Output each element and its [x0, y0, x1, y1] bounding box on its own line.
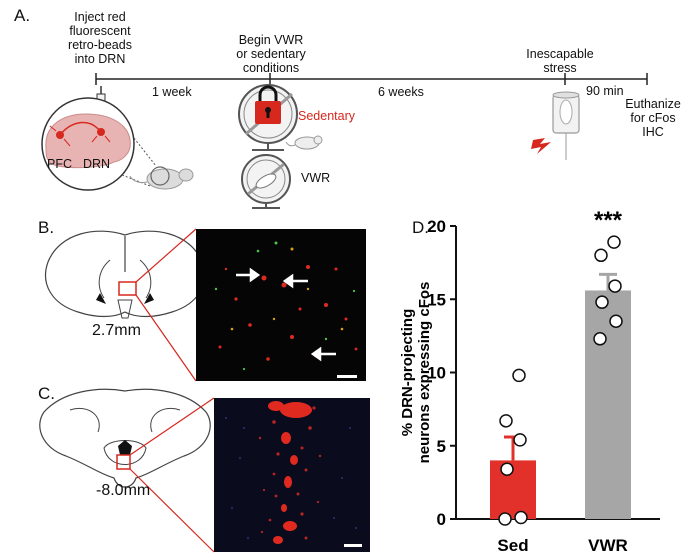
interval-1-week: 1 week: [152, 85, 192, 99]
data-point-sed-2: [500, 462, 514, 476]
inject-line-3: retro-beads: [68, 38, 132, 52]
coordinate-b: 2.7mm: [92, 322, 141, 339]
fluorescence-cells-b: [214, 241, 358, 371]
fluorescence-image-b: [196, 229, 366, 381]
coronal-section-c: [39, 388, 215, 553]
pfc-label: PFC: [47, 157, 72, 171]
y-tick-label-2: 10: [427, 364, 446, 383]
bar-vwr: [585, 290, 631, 519]
panel-d-letter: D.: [412, 218, 429, 237]
locked-wheel-icon: [238, 84, 298, 151]
data-point-sed-1: [514, 510, 528, 525]
y-axis-label: % DRN-projectingneurons expressing cFos: [399, 282, 433, 464]
interval-90-min: 90 min: [586, 84, 624, 98]
panel-a-letter: A.: [14, 6, 31, 25]
shock-icon: [531, 138, 551, 154]
data-point-vwr-5: [607, 235, 621, 249]
y-axis-label-line-2: neurons expressing cFos: [416, 282, 433, 464]
begin-step-text: Begin VWR or sedentary conditions: [216, 33, 326, 75]
bar-chart: % DRN-projectingneurons expressing cFos …: [399, 208, 660, 555]
stress-step-text: Inescapable stress: [510, 47, 610, 75]
fluorescence-image-c: [214, 398, 370, 552]
scale-bar-b: [337, 375, 357, 378]
restraint-tube-icon: [552, 91, 580, 160]
significance-marker: ***: [594, 208, 623, 234]
y-tick-label-0: 0: [437, 510, 446, 529]
data-point-vwr-1: [609, 314, 623, 328]
coordinate-c: -8.0mm: [96, 482, 151, 499]
data-point-vwr-2: [595, 295, 609, 309]
x-tick-label-vwr: VWR: [588, 536, 628, 555]
y-tick-label-1: 5: [437, 437, 446, 456]
y-tick-label-4: 20: [427, 217, 446, 236]
y-axis-label-line-1: % DRN-projecting: [399, 309, 416, 437]
data-point-sed-3: [513, 433, 527, 447]
euthanize-line-2: for cFos: [630, 111, 676, 125]
region-box-b: [118, 281, 137, 296]
coronal-section-b: [44, 228, 206, 382]
mouse-icon: [129, 166, 194, 190]
scale-bar-c: [344, 544, 362, 547]
data-point-vwr-0: [593, 332, 607, 346]
inject-line-2: fluorescent: [69, 24, 131, 38]
brain-sagittal-icon: [41, 97, 157, 191]
panel-b-letter: B.: [38, 218, 55, 237]
stress-line-1: Inescapable: [526, 47, 594, 61]
euthanize-step-text: Euthanize for cFos IHC: [614, 97, 692, 139]
begin-line-1: Begin VWR: [238, 33, 304, 47]
sedentary-mouse-icon: [285, 135, 323, 150]
data-point-sed-5: [512, 368, 526, 383]
running-wheel-icon: [241, 154, 291, 209]
panel-c-letter: C.: [38, 384, 55, 403]
inject-line-1: Inject red: [74, 10, 126, 24]
data-point-sed-4: [499, 414, 513, 428]
euthanize-line-3: IHC: [642, 125, 664, 139]
drn-label: DRN: [83, 157, 111, 171]
vwr-condition-label: VWR: [301, 171, 331, 185]
data-point-sed-0: [498, 512, 512, 526]
interval-6-weeks: 6 weeks: [378, 85, 424, 99]
inject-line-4: into DRN: [74, 52, 126, 66]
fluorescence-cells-c: [225, 401, 357, 544]
inject-step-text: Inject red fluorescent retro-beads into …: [46, 10, 154, 66]
begin-line-2: or sedentary: [236, 47, 306, 61]
data-point-vwr-4: [594, 248, 608, 263]
y-tick-label-3: 15: [427, 290, 446, 309]
sedentary-label: Sedentary: [298, 109, 355, 123]
region-box-c: [116, 454, 131, 470]
x-tick-label-sed: Sed: [497, 536, 528, 555]
stress-line-2: stress: [543, 61, 577, 75]
begin-line-3: conditions: [242, 61, 300, 75]
data-point-vwr-3: [608, 279, 622, 293]
euthanize-line-1: Euthanize: [625, 97, 681, 111]
